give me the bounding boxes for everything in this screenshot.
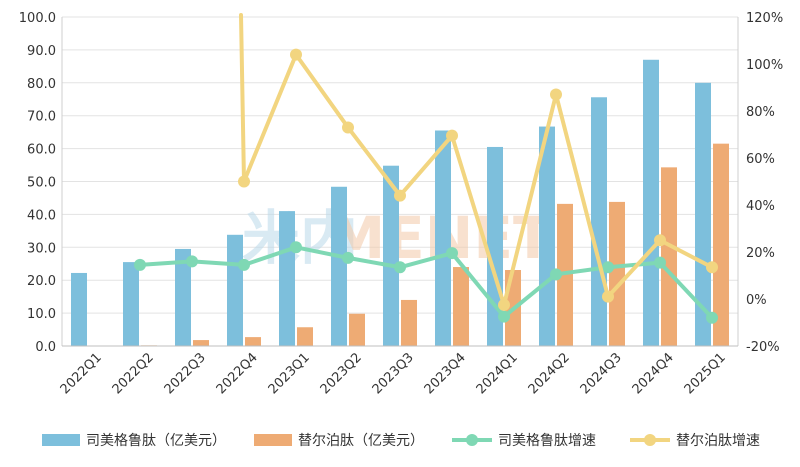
data-point [498, 310, 510, 323]
legend-marker [466, 434, 478, 446]
data-point [706, 261, 718, 274]
x-tick-label: 2025Q1 [682, 350, 729, 397]
y-left-tick-label: 80.0 [27, 77, 56, 92]
bar [539, 126, 555, 346]
x-tick-label: 2024Q4 [630, 350, 677, 397]
legend: 司美格鲁肽（亿美元） 替尔泊肽（亿美元） 司美格鲁肽增速 替尔泊肽增速 [42, 433, 760, 449]
data-point [186, 255, 198, 268]
y-left-tick-label: 0.0 [35, 340, 56, 355]
data-point [706, 311, 718, 324]
x-tick-label: 2023Q1 [266, 350, 313, 397]
legend-swatch [42, 434, 80, 446]
y-left-tick-label: 70.0 [27, 110, 56, 125]
x-tick-label: 2024Q2 [526, 350, 573, 397]
y-left-tick-label: 10.0 [27, 307, 56, 322]
bar [331, 186, 347, 346]
legend-label: 替尔泊肽（亿美元） [298, 433, 424, 449]
y-right-tick-label: -20% [746, 340, 780, 355]
bar [591, 97, 607, 346]
data-point [498, 298, 510, 311]
bar [609, 201, 625, 346]
data-point [654, 234, 666, 247]
bar [279, 211, 295, 346]
data-point [238, 258, 250, 271]
bar [401, 299, 417, 346]
data-point [342, 251, 354, 264]
lines-layer [134, 13, 718, 324]
bar [245, 337, 261, 346]
gridlines [62, 16, 738, 314]
y-right-tick-label: 80% [746, 105, 775, 120]
legend-label: 司美格鲁肽增速 [498, 433, 596, 449]
bar [227, 234, 243, 346]
data-point [238, 175, 250, 188]
x-tick-label: 2023Q2 [318, 350, 365, 397]
legend-swatch [254, 434, 292, 446]
bar [713, 143, 729, 346]
data-point [446, 247, 458, 260]
bar [695, 82, 711, 347]
data-point [394, 189, 406, 202]
bar [487, 146, 503, 346]
bar [175, 248, 191, 346]
data-point [342, 121, 354, 134]
data-point [290, 48, 302, 61]
y-left-tick-label: 40.0 [27, 208, 56, 223]
data-point [550, 88, 562, 101]
data-point [134, 258, 146, 271]
x-tick-label: 2023Q3 [370, 350, 417, 397]
y-left-tick-label: 100.0 [19, 11, 56, 26]
bar [383, 165, 399, 346]
y-right-tick-label: 120% [746, 11, 783, 26]
y-left-tick-label: 50.0 [27, 176, 56, 191]
y-left-tick-label: 90.0 [27, 44, 56, 59]
bar [453, 267, 469, 346]
x-tick-label: 2022Q4 [214, 350, 261, 397]
data-point [550, 268, 562, 281]
legend-marker [644, 434, 656, 446]
series-line-clip [239, 13, 246, 184]
data-point [394, 261, 406, 274]
bar [661, 167, 677, 346]
bar [435, 130, 451, 346]
bars-layer [71, 59, 729, 347]
y-right-tick-label: 60% [746, 152, 775, 167]
x-tick-label: 2023Q4 [422, 350, 469, 397]
series-line [242, 52, 714, 307]
bar [123, 262, 139, 346]
data-point [446, 129, 458, 142]
x-tick-label: 2022Q1 [58, 350, 105, 397]
bar [193, 340, 209, 346]
x-tick-label: 2024Q3 [578, 350, 625, 397]
bar [297, 327, 313, 346]
data-point [602, 290, 614, 303]
y-right-tick-label: 100% [746, 58, 783, 73]
x-tick-label: 2022Q3 [162, 350, 209, 397]
y-right-tick-label: 0% [746, 293, 767, 308]
x-tick-label: 2024Q1 [474, 350, 521, 397]
bar [349, 313, 365, 346]
data-point [654, 256, 666, 269]
y-left-tick-label: 60.0 [27, 143, 56, 158]
y-left-tick-label: 20.0 [27, 274, 56, 289]
x-tick-label: 2022Q2 [110, 350, 157, 397]
y-right-tick-label: 40% [746, 199, 775, 214]
series-line [138, 245, 714, 320]
legend-label: 司美格鲁肽（亿美元） [86, 433, 226, 449]
data-point [290, 241, 302, 254]
y-right-tick-label: 20% [746, 246, 775, 261]
bar [643, 59, 659, 347]
legend-label: 替尔泊肽增速 [676, 433, 760, 449]
data-point [602, 261, 614, 274]
y-left-tick-label: 30.0 [27, 241, 56, 256]
bar [71, 272, 87, 346]
